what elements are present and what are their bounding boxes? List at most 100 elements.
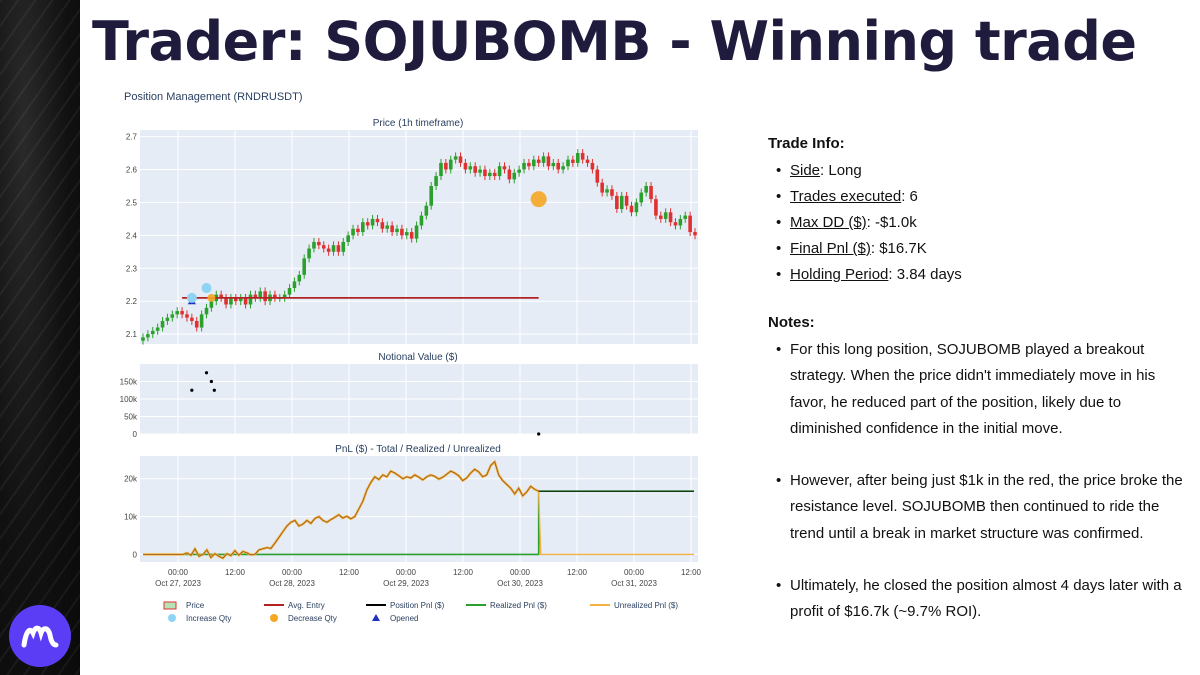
- increase-qty-marker: [201, 283, 212, 294]
- candle-body: [146, 334, 150, 338]
- trade-info-label: Final Pnl ($): [790, 240, 871, 257]
- increase-qty-marker: [186, 292, 197, 303]
- candle-body: [468, 166, 473, 170]
- candle-body: [307, 248, 311, 259]
- note-item: However, after being just $1k in the red…: [776, 468, 1188, 547]
- candle-body: [141, 337, 145, 341]
- x-axis: 00:00 Oct 27, 2023 12:00 00:00 Oct 28, 2023 1…: [155, 568, 701, 588]
- candle-body: [556, 162, 561, 170]
- candle-body: [395, 228, 399, 233]
- candle-body: [361, 222, 365, 233]
- legend-label: Opened: [390, 614, 418, 623]
- legend-label: Position Pnl ($): [390, 601, 445, 610]
- candle-body: [326, 248, 331, 252]
- candle-body: [561, 166, 565, 170]
- candle-body: [234, 297, 238, 302]
- candle-body: [155, 327, 160, 331]
- price-y-tick: 2.5: [126, 198, 138, 207]
- candle-body: [624, 195, 629, 206]
- candle-body: [605, 189, 609, 193]
- candle-body: [688, 215, 692, 233]
- candle-body: [390, 225, 394, 233]
- position-management-chart: Position Management (RNDRUSDT) Price (1h…: [110, 82, 710, 627]
- notes-heading: Notes:: [768, 314, 815, 331]
- trade-info-label: Holding Period: [790, 266, 889, 283]
- legend-swatch: [163, 601, 177, 610]
- candle-body: [253, 294, 258, 298]
- position-pnl-line: [143, 460, 539, 559]
- legend-label: Increase Qty: [186, 614, 231, 623]
- candle-body: [375, 218, 380, 223]
- candle-body: [160, 320, 165, 328]
- trade-info-label: Max DD ($): [790, 214, 867, 231]
- pnl-y-tick: 20k: [124, 475, 138, 484]
- trade-info-value: : 3.84 days: [888, 266, 962, 283]
- notional-point: [537, 432, 541, 436]
- candle-body: [175, 311, 179, 315]
- candle-body: [654, 199, 658, 216]
- candle-body: [302, 258, 307, 275]
- notional-y-tick: 50k: [124, 413, 138, 422]
- chart-header: Position Management (RNDRUSDT): [124, 91, 303, 103]
- notes-list: For this long position, SOJUBOMB played …: [776, 337, 1188, 626]
- candle-body: [531, 159, 536, 167]
- candle-body: [439, 162, 443, 177]
- candle-body: [336, 245, 341, 252]
- x-tick-time: 00:00: [168, 568, 189, 577]
- candle-body: [678, 218, 683, 226]
- candle-body: [287, 288, 292, 295]
- notional-panel-title: Notional Value ($): [378, 352, 457, 363]
- pnl-panel: 0 10k 20k: [124, 456, 698, 562]
- brand-logo[interactable]: [9, 605, 71, 667]
- candle-body: [199, 314, 204, 328]
- candle-body: [380, 222, 385, 229]
- candle-body: [629, 205, 634, 213]
- trade-info-value: : -$1.0k: [866, 214, 917, 231]
- x-tick-time: 00:00: [282, 568, 303, 577]
- candle-body: [385, 225, 390, 229]
- x-tick-date: Oct 27, 2023: [155, 579, 201, 588]
- price-bg: [140, 130, 698, 344]
- price-y-tick: 2.6: [126, 166, 138, 175]
- candle-body: [243, 297, 248, 305]
- trade-info-value: : Long: [820, 162, 862, 179]
- candle-body: [683, 215, 688, 219]
- x-tick-time: 12:00: [339, 568, 360, 577]
- legend-label: Realized Pnl ($): [490, 601, 547, 610]
- candle-body: [512, 172, 517, 180]
- trade-info-item: Trades executed: 6: [776, 184, 1188, 210]
- candle-body: [663, 212, 668, 219]
- candle-body: [517, 169, 521, 173]
- candle-body: [170, 314, 175, 318]
- candle-body: [488, 172, 492, 177]
- candle-body: [312, 241, 316, 249]
- legend-swatch: [168, 614, 176, 622]
- candle-body: [448, 159, 453, 170]
- candle-body: [365, 222, 370, 226]
- candle-body: [619, 195, 624, 210]
- candle-body: [453, 156, 458, 160]
- candle-body: [693, 232, 697, 236]
- legend-swatch: [270, 614, 278, 622]
- pnl-y-tick: 10k: [124, 513, 138, 522]
- candle-body: [238, 297, 243, 302]
- candle-body: [219, 294, 223, 298]
- candle-body: [273, 294, 277, 298]
- candle-body: [317, 241, 321, 246]
- slide-title: Trader: SOJUBOMB - Winning trade: [92, 10, 1137, 73]
- price-y-tick: 2.1: [126, 330, 138, 339]
- candle-body: [600, 182, 604, 193]
- pnl-bg: [140, 456, 698, 562]
- candle-body: [150, 330, 155, 335]
- candle-body: [404, 232, 409, 236]
- candle-body: [668, 212, 673, 223]
- notional-point: [212, 388, 216, 392]
- candle-body: [351, 228, 355, 236]
- candle-body: [282, 294, 287, 298]
- candle-body: [595, 169, 600, 183]
- candle-body: [507, 169, 512, 180]
- candle-body: [258, 291, 263, 298]
- candle-body: [194, 320, 199, 328]
- pnl-y-tick: 0: [133, 550, 138, 559]
- candle-body: [502, 166, 507, 170]
